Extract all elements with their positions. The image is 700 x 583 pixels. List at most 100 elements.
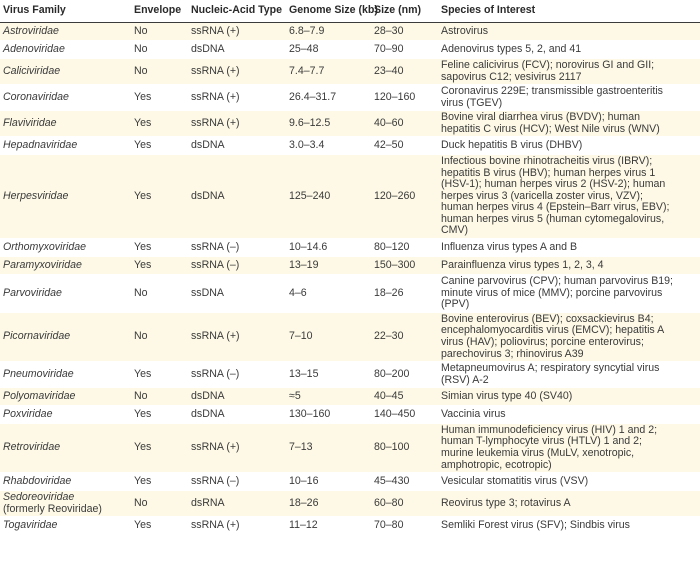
cell-genome-size: 10–16 [286, 472, 371, 491]
cell-genome-size: ≈5 [286, 387, 371, 406]
species-line: Semliki Forest virus (SFV); Sindbis viru… [441, 518, 630, 531]
cell-size-nm: 80–200 [371, 361, 438, 388]
cell-envelope: Yes [131, 136, 188, 155]
species-line: Coronavirus 229E; transmissible gastroen… [441, 84, 663, 97]
cell-virus-family: Paramyxoviridae [0, 256, 131, 275]
cell-size-nm: 22–30 [371, 312, 438, 362]
species-line: Human immunodeficiency virus (HIV) 1 and… [441, 423, 658, 436]
family-name: Pneumoviridae [3, 367, 74, 380]
cell-size-nm: 42–50 [371, 136, 438, 155]
cell-genome-size: 11–12 [286, 516, 371, 535]
cell-species-of-interest: Bovine viral diarrhea virus (BVDV); huma… [438, 110, 700, 137]
family-name: Retroviridae [3, 441, 61, 454]
species-line: virus (TGEV) [441, 96, 503, 109]
cell-genome-size: 7–13 [286, 423, 371, 473]
species-line: Influenza virus types A and B [441, 240, 578, 253]
family-name: Adenoviridae [3, 42, 65, 55]
species-line: CMV) [441, 224, 469, 237]
cell-nucleic-acid-type: ssRNA (–) [188, 238, 286, 257]
cell-virus-family: Herpesviridae [0, 154, 131, 239]
cell-size-nm: 40–60 [371, 110, 438, 137]
cell-genome-size: 7.4–7.7 [286, 58, 371, 85]
cell-virus-family: Picornaviridae [0, 312, 131, 362]
table-row: Paramyxoviridae Yes ssRNA (–) 13–19 150–300 P… [0, 256, 700, 275]
species-line: Reovirus type 3; rotavirus A [441, 496, 571, 509]
header-genome-size: Genome Size (kb) [286, 0, 378, 23]
cell-virus-family: Poxviridae [0, 405, 131, 424]
species-line: Adenovirus types 5, 2, and 41 [441, 42, 582, 55]
cell-nucleic-acid-type: dsRNA [188, 490, 286, 517]
header-size-nm: Size (nm) [371, 0, 438, 23]
cell-nucleic-acid-type: ssRNA (+) [188, 22, 286, 41]
family-name: Sedoreoviridae [3, 490, 75, 503]
cell-size-nm: 45–430 [371, 472, 438, 491]
table-row: Adenoviridae No dsDNA 25–48 70–90 Adenovirus … [0, 40, 700, 59]
cell-nucleic-acid-type: ssDNA [188, 274, 286, 313]
table-row: Herpesviridae Yes dsDNA 125–240 120–260 Infec… [0, 154, 700, 239]
family-name: Polyomaviridae [3, 389, 76, 402]
cell-genome-size: 125–240 [286, 154, 371, 239]
cell-species-of-interest: Semliki Forest virus (SFV); Sindbis viru… [438, 516, 700, 535]
cell-genome-size: 13–19 [286, 256, 371, 275]
species-line: hepatitis B virus (HBV); human herpes vi… [441, 166, 656, 179]
species-line: (PPV) [441, 298, 470, 311]
cell-genome-size: 3.0–3.4 [286, 136, 371, 155]
species-line: Canine parvovirus (CPV); human parvoviru… [441, 275, 673, 288]
species-line: (RSV) A-2 [441, 373, 489, 386]
cell-nucleic-acid-type: dsDNA [188, 387, 286, 406]
family-note: (formerly Reoviridae) [3, 502, 102, 515]
cell-envelope: No [131, 490, 188, 517]
cell-genome-size: 18–26 [286, 490, 371, 517]
table-row: Parvoviridae No ssDNA 4–6 18–26 Canine parvov… [0, 274, 700, 313]
cell-nucleic-acid-type: dsDNA [188, 154, 286, 239]
table-row: Polyomaviridae No dsDNA ≈5 40–45 Simian virus… [0, 387, 700, 406]
cell-envelope: No [131, 40, 188, 59]
cell-nucleic-acid-type: ssRNA (+) [188, 423, 286, 473]
family-name: Paramyxoviridae [3, 258, 82, 271]
cell-virus-family: Togaviridae [0, 516, 131, 535]
cell-genome-size: 7–10 [286, 312, 371, 362]
cell-species-of-interest: Parainfluenza virus types 1, 2, 3, 4 [438, 256, 700, 275]
species-line: human T-lymphocyte virus (HTLV) 1 and 2; [441, 435, 642, 448]
table-body: Astroviridae No ssRNA (+) 6.8–7.9 28–30 Astro… [0, 22, 700, 535]
cell-envelope: No [131, 22, 188, 41]
table-row: Caliciviridae No ssRNA (+) 7.4–7.7 23–40 Feli… [0, 58, 700, 85]
cell-envelope: Yes [131, 516, 188, 535]
species-line: parechovirus 3; rhinovirus A39 [441, 347, 584, 360]
cell-genome-size: 6.8–7.9 [286, 22, 371, 41]
cell-size-nm: 120–260 [371, 154, 438, 239]
family-name: Hepadnaviridae [3, 138, 78, 151]
cell-size-nm: 40–45 [371, 387, 438, 406]
family-name: Coronaviridae [3, 90, 69, 103]
cell-size-nm: 23–40 [371, 58, 438, 85]
family-name: Flaviviridae [3, 116, 57, 129]
cell-nucleic-acid-type: dsDNA [188, 405, 286, 424]
species-line: hepatitis C virus (HCV); West Nile virus… [441, 122, 660, 135]
family-name: Parvoviridae [3, 286, 62, 299]
cell-genome-size: 9.6–12.5 [286, 110, 371, 137]
cell-virus-family: Pneumoviridae [0, 361, 131, 388]
family-name: Togaviridae [3, 518, 58, 531]
header-envelope: Envelope [131, 0, 188, 23]
species-line: minute virus of mice (MMV); porcine parv… [441, 286, 663, 299]
species-line: Bovine viral diarrhea virus (BVDV); huma… [441, 110, 641, 123]
species-line: Feline calicivirus (FCV); norovirus GI a… [441, 58, 655, 71]
family-name: Herpesviridae [3, 189, 69, 202]
table-row: Pneumoviridae Yes ssRNA (–) 13–15 80–200 Meta… [0, 361, 700, 388]
cell-species-of-interest: Vaccinia virus [438, 405, 700, 424]
cell-virus-family: Polyomaviridae [0, 387, 131, 406]
cell-nucleic-acid-type: ssRNA (+) [188, 312, 286, 362]
species-line: Vaccinia virus [441, 407, 506, 420]
table-row: Orthomyxoviridae Yes ssRNA (–) 10–14.6 80–12… [0, 238, 700, 257]
cell-envelope: No [131, 274, 188, 313]
cell-envelope: Yes [131, 256, 188, 275]
table-row: Togaviridae Yes ssRNA (+) 11–12 70–80 Semliki… [0, 516, 700, 535]
header-nucleic-acid-type: Nucleic-Acid Type [188, 0, 286, 23]
cell-envelope: Yes [131, 84, 188, 111]
cell-size-nm: 28–30 [371, 22, 438, 41]
header-virus-family: Virus Family [0, 0, 131, 23]
table-row: Picornaviridae No ssRNA (+) 7–10 22–30 Bovine… [0, 312, 700, 362]
virus-family-table: Virus Family Envelope Nucleic-Acid Type … [0, 0, 700, 535]
cell-envelope: No [131, 312, 188, 362]
cell-species-of-interest: Coronavirus 229E; transmissible gastroen… [438, 84, 700, 111]
